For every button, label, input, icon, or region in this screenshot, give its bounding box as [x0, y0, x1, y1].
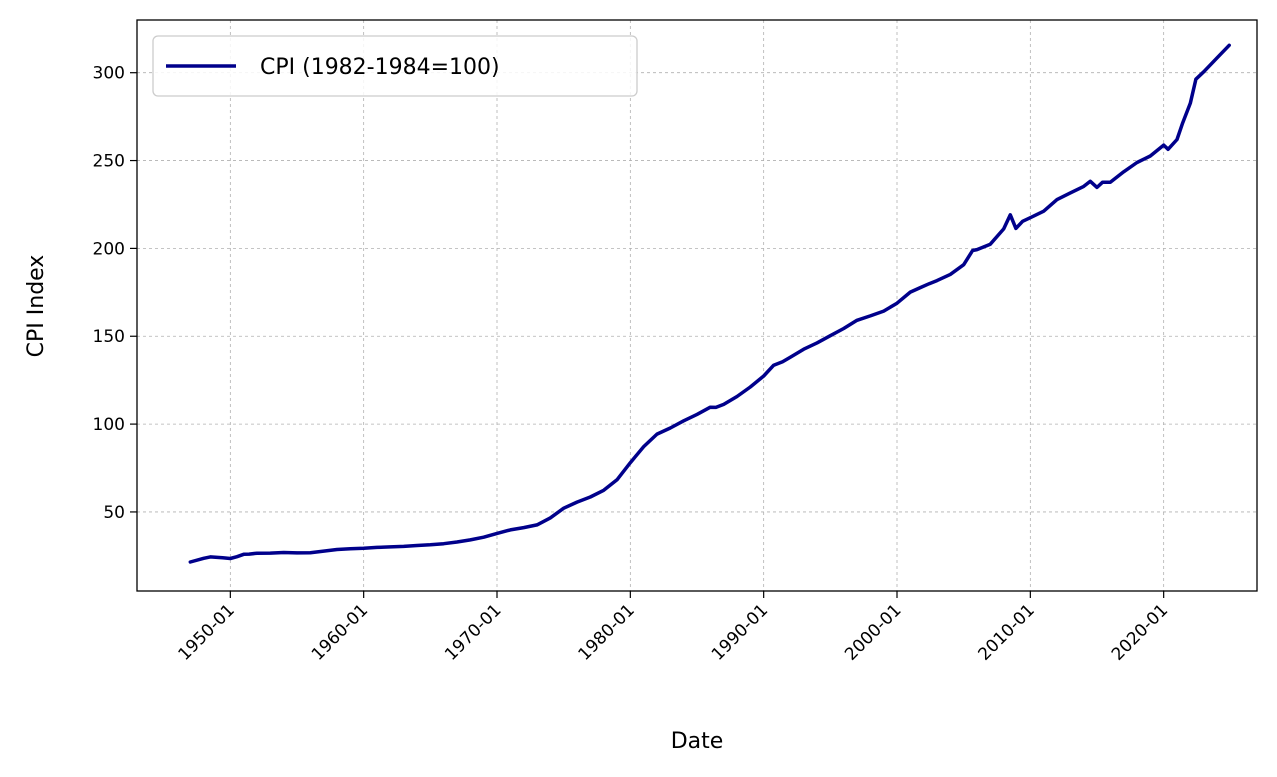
y-tick-label: 50: [103, 503, 125, 523]
x-axis-title: Date: [671, 729, 724, 754]
y-tick-label: 250: [93, 152, 125, 172]
legend: CPI (1982-1984=100): [152, 35, 638, 97]
y-tick-label: 200: [93, 239, 125, 259]
series-layer: [188, 43, 1231, 564]
y-tick-label: 100: [93, 415, 125, 435]
y-tick-label: 300: [93, 64, 125, 84]
legend-box: [152, 35, 638, 97]
legend-label: CPI (1982-1984=100): [260, 55, 500, 80]
y-axis-title: CPI Index: [24, 255, 49, 358]
grid-lines: [137, 20, 1257, 591]
y-tick-label: 150: [93, 327, 125, 347]
cpi-series-line: [188, 43, 1231, 564]
plot-area-frame: [136, 19, 1258, 592]
